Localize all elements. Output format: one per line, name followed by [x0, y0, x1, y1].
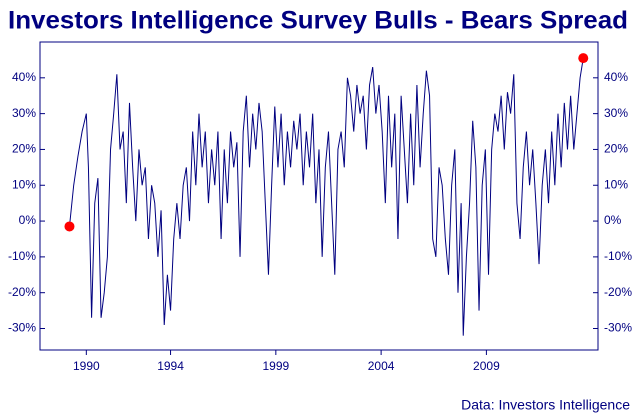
- y2-tick-label: -20%: [604, 285, 632, 299]
- x-tick-label: 1990: [73, 359, 100, 373]
- y2-tick-label: 20%: [604, 142, 628, 156]
- y2-tick-label: 10%: [604, 177, 628, 191]
- y2-tick-label: 0%: [604, 213, 622, 227]
- y-tick-label: -20%: [8, 285, 36, 299]
- endpoint-marker: [64, 221, 75, 232]
- y-tick-label: -10%: [8, 249, 36, 263]
- series-line: [68, 58, 584, 336]
- x-tick-label: 1994: [157, 359, 184, 373]
- plot-frame: [39, 41, 599, 351]
- y-tick-label: 40%: [12, 70, 36, 84]
- source-note: Data: Investors Intelligence: [461, 397, 630, 413]
- y-tick-label: 0%: [19, 213, 37, 227]
- y2-tick-label: 40%: [604, 70, 628, 84]
- y2-tick-label: -30%: [604, 321, 632, 335]
- chart-title: Investors Intelligence Survey Bulls - Be…: [8, 7, 628, 35]
- y2-tick-label: -10%: [604, 249, 632, 263]
- x-tick-label: 2004: [368, 359, 395, 373]
- y-tick-label: 30%: [12, 106, 36, 120]
- endpoint-marker: [578, 53, 589, 64]
- y-tick-label: 20%: [12, 142, 36, 156]
- x-tick-label: 1999: [262, 359, 289, 373]
- y-tick-label: 10%: [12, 177, 36, 191]
- y2-tick-label: 30%: [604, 106, 628, 120]
- x-tick-label: 2009: [473, 359, 500, 373]
- y-tick-label: -30%: [8, 321, 36, 335]
